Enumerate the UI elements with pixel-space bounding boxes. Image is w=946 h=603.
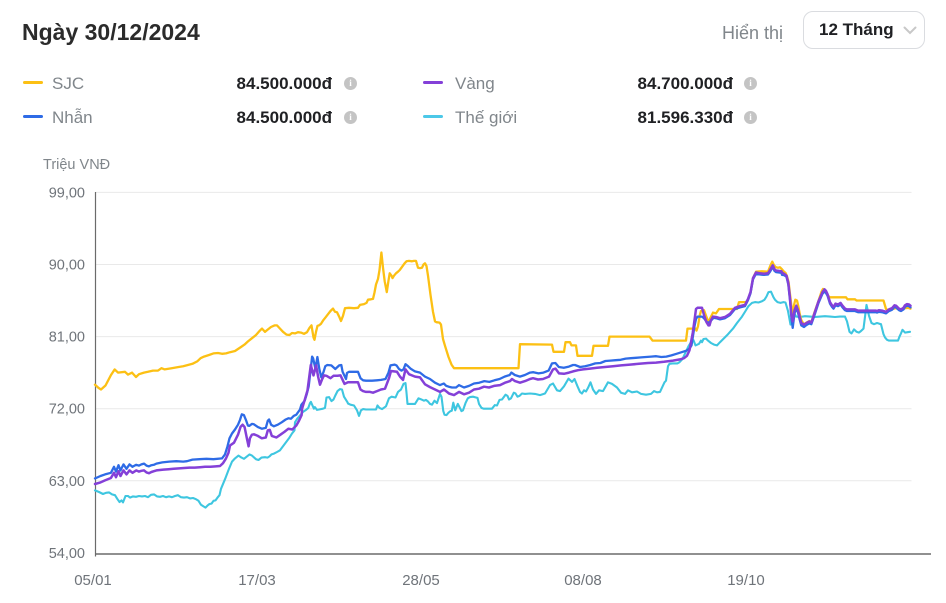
svg-text:72,00: 72,00 — [49, 402, 85, 418]
svg-text:63,00: 63,00 — [49, 474, 85, 490]
svg-text:90,00: 90,00 — [49, 258, 85, 274]
svg-text:05/01: 05/01 — [74, 572, 112, 589]
svg-text:28/05: 28/05 — [402, 572, 440, 589]
svg-text:Triệu VNĐ: Triệu VNĐ — [43, 157, 110, 173]
svg-text:17/03: 17/03 — [238, 572, 276, 589]
svg-text:99,00: 99,00 — [49, 185, 85, 201]
svg-text:81,00: 81,00 — [49, 330, 85, 346]
svg-text:54,00: 54,00 — [49, 546, 85, 562]
svg-text:08/08: 08/08 — [564, 572, 602, 589]
svg-text:19/10: 19/10 — [727, 572, 765, 589]
